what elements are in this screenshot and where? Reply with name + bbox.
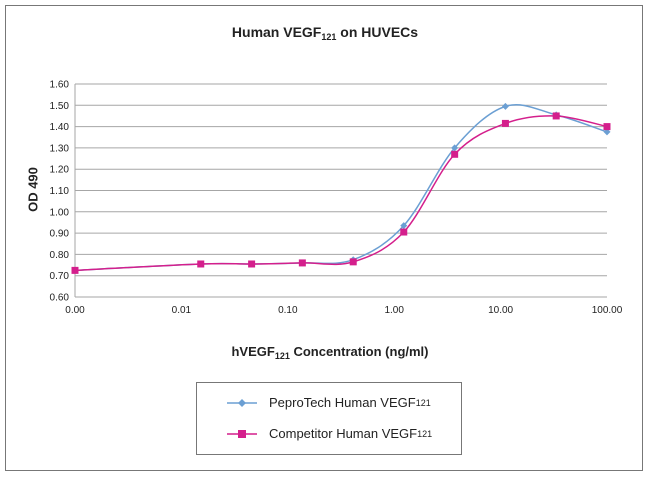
x-axis-label: hVEGF121 Concentration (ng/ml)	[0, 344, 650, 361]
y-tick-label: 1.40	[50, 122, 70, 133]
x-tick-label: 1.00	[384, 305, 404, 316]
data-point-square	[451, 150, 459, 158]
data-point-square	[298, 259, 306, 267]
data-point-diamond	[400, 222, 408, 230]
y-tick-label: 0.60	[50, 293, 70, 304]
series-line-0	[74, 104, 608, 272]
square-marker-icon	[227, 429, 257, 438]
diamond-marker-icon	[227, 398, 257, 407]
data-point-square	[349, 258, 357, 266]
x-tick-label: 0.01	[172, 305, 192, 316]
y-tick-label: 0.90	[50, 229, 70, 240]
data-point-diamond	[501, 102, 509, 110]
x-label-rest: Concentration (ng/ml)	[289, 344, 429, 359]
x-tick-label: 0.00	[65, 305, 85, 316]
legend-label: Competitor Human VEGF	[269, 426, 418, 441]
y-tick-label: 1.00	[50, 207, 70, 218]
title-subscript: 121	[321, 32, 337, 42]
legend: PeproTech Human VEGF 121 Competitor Human…	[196, 382, 462, 455]
series-line-1	[74, 115, 608, 272]
data-point-square	[197, 260, 205, 268]
chart-frame	[5, 5, 643, 471]
y-tick-label: 1.50	[50, 101, 70, 112]
data-point-square	[248, 260, 256, 268]
y-tick-label: 0.70	[50, 271, 70, 282]
x-tick-label: 10.00	[488, 305, 513, 316]
legend-item-peprotech: PeproTech Human VEGF 121	[227, 395, 431, 410]
y-tick-label: 1.10	[50, 186, 70, 197]
y-tick-label: 1.60	[50, 80, 70, 91]
chart-title: Human VEGF121 on HUVECs	[0, 24, 650, 42]
x-label-text: hVEGF	[231, 344, 275, 359]
x-tick-label: 100.00	[592, 305, 623, 316]
y-tick-label: 1.20	[50, 165, 70, 176]
legend-label: PeproTech Human VEGF	[269, 395, 416, 410]
data-point-diamond	[451, 144, 459, 152]
data-point-diamond	[603, 128, 611, 136]
legend-subscript: 121	[417, 428, 433, 439]
data-point-square	[501, 119, 509, 127]
title-text: Human VEGF	[231, 24, 322, 40]
data-point-square	[552, 112, 560, 120]
title-rest: on HUVECs	[336, 24, 419, 40]
y-tick-label: 0.80	[50, 250, 70, 261]
legend-subscript: 121	[415, 397, 431, 408]
data-point-square	[400, 228, 408, 236]
y-tick-label: 1.30	[50, 143, 70, 154]
x-tick-label: 0.10	[278, 305, 298, 316]
data-point-square	[603, 123, 611, 131]
legend-item-competitor: Competitor Human VEGF 121	[227, 426, 432, 441]
x-label-subscript: 121	[274, 351, 290, 361]
data-point-square	[71, 266, 79, 274]
